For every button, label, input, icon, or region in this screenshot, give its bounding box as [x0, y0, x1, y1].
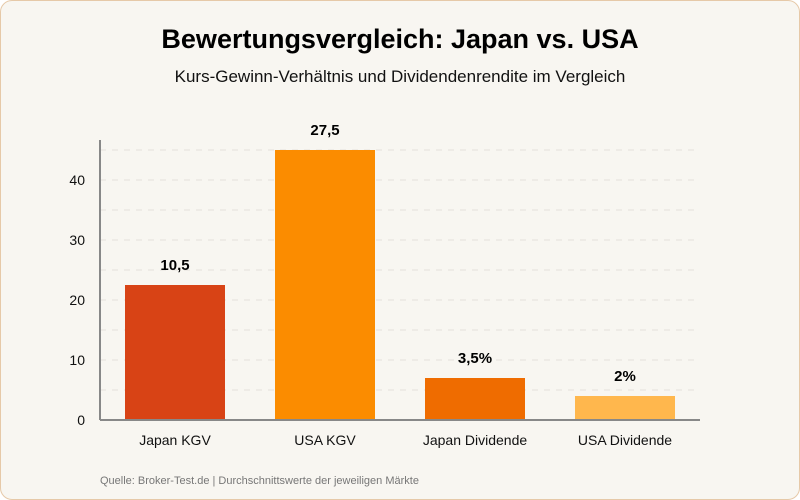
bars [125, 150, 675, 420]
source-note: Quelle: Broker-Test.de | Durchschnittswe… [100, 475, 419, 487]
y-tick-label: 40 [69, 172, 85, 188]
chart-title: Bewertungsvergleich: Japan vs. USA [161, 24, 639, 54]
y-tick-label: 20 [69, 292, 85, 308]
bar [575, 396, 675, 420]
axes [99, 140, 700, 421]
labels: 0 10 20 30 40 10,5 Japan KGV 27,5 USA KGV 3,5% Jap… [69, 122, 672, 448]
y-tick-label: 30 [69, 232, 85, 248]
y-tick-label: 10 [69, 352, 85, 368]
data-label: 10,5 [160, 257, 189, 274]
bar [425, 378, 525, 420]
data-label: 27,5 [310, 122, 339, 139]
x-tick-label: Japan KGV [139, 432, 211, 448]
bar [125, 285, 225, 420]
bar [275, 150, 375, 420]
x-tick-label: Japan Dividende [423, 432, 528, 448]
x-tick-label: USA KGV [294, 432, 356, 448]
y-tick-label: 0 [77, 412, 85, 428]
data-label: 2% [614, 368, 636, 385]
chart-subtitle: Kurs-Gewinn-Verhältnis und Dividendenren… [174, 67, 626, 86]
x-tick-label: USA Dividende [578, 432, 672, 448]
data-label: 3,5% [458, 350, 492, 367]
